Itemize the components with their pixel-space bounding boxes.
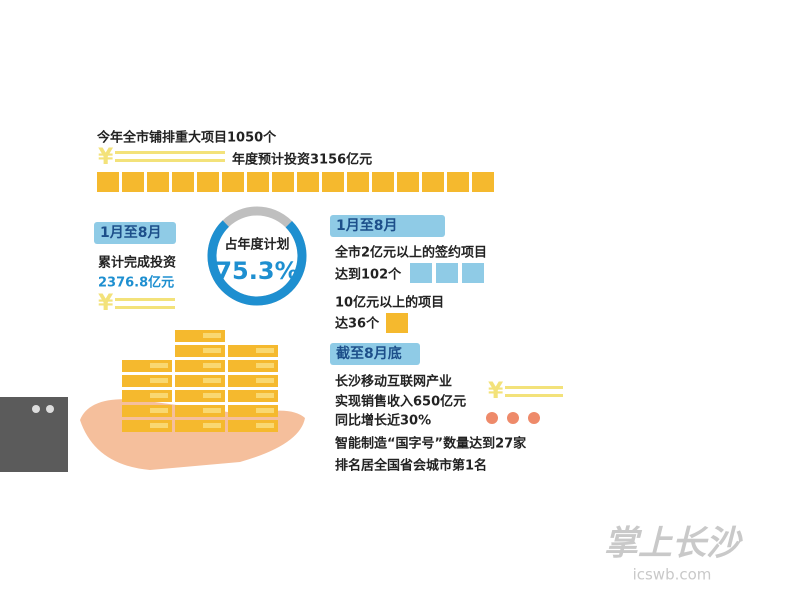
coin-shine [256, 393, 274, 398]
gauge-value: 75.3% [215, 257, 298, 285]
square [147, 172, 169, 192]
coin-shine [203, 378, 221, 383]
period-box [330, 343, 420, 365]
period-label: 1月至8月 [100, 225, 161, 241]
square [447, 172, 469, 192]
svg-text:¥: ¥ [98, 291, 114, 316]
header-line: 今年全市铺排重大项目1050个 [96, 130, 277, 146]
text-line: 全市2亿元以上的签约项目 [334, 245, 487, 261]
square-row [97, 172, 494, 192]
text-line: 10亿元以上的项目 [335, 295, 444, 311]
orange-square [386, 313, 408, 333]
watermark-brand: 掌上长沙 [604, 524, 743, 564]
yen-decoration: ¥ [98, 145, 225, 170]
coins-illustration [0, 330, 305, 472]
square [222, 172, 244, 192]
square [97, 172, 119, 192]
text-line: 同比增长近30% [335, 413, 431, 429]
square [372, 172, 394, 192]
square [247, 172, 269, 192]
square [197, 172, 219, 192]
square [472, 172, 494, 192]
coin-shine [256, 423, 274, 428]
period-box [330, 215, 445, 237]
text-line: 智能制造“国字号”数量达到27家 [335, 436, 527, 452]
text-line: 排名居全国省会城市第1名 [335, 458, 487, 474]
square [272, 172, 294, 192]
text-line: 达36个 [335, 316, 380, 332]
coin-shine [150, 378, 168, 383]
blue-squares [410, 263, 484, 283]
coin-shine [203, 333, 221, 338]
yen-decoration: ¥ [488, 379, 563, 404]
text-line: 长沙移动互联网产业 [335, 374, 452, 390]
coin-shine [203, 393, 221, 398]
coin-shine [256, 378, 274, 383]
square [297, 172, 319, 192]
watermark-site: icswb.com [633, 566, 712, 584]
square [322, 172, 344, 192]
gauge-arc [207, 220, 307, 306]
period-box [94, 222, 176, 244]
square [172, 172, 194, 192]
coin-shine [203, 348, 221, 353]
svg-text:¥: ¥ [98, 145, 114, 170]
square [122, 172, 144, 192]
period-label: 1月至8月 [336, 218, 397, 234]
coin-shine [150, 393, 168, 398]
period-label: 截至8月底 [336, 345, 402, 362]
coin-shine [256, 363, 274, 368]
square [397, 172, 419, 192]
text-line: 达到102个 [335, 267, 402, 283]
coin-shine [203, 408, 221, 413]
square [347, 172, 369, 192]
gauge-label: 占年度计划 [224, 237, 289, 253]
text-line: 2376.8亿元 [98, 275, 174, 291]
svg-text:¥: ¥ [488, 379, 504, 404]
square [422, 172, 444, 192]
coin-shine [203, 363, 221, 368]
text-line: 实现销售收入650亿元 [335, 394, 466, 410]
coin-shine [150, 363, 168, 368]
coin-shine [256, 348, 274, 353]
coin-shine [256, 408, 274, 413]
coin-shine [150, 408, 168, 413]
dots [486, 412, 540, 424]
coin-shine [203, 423, 221, 428]
text-line: 累计完成投资 [98, 255, 176, 271]
yen-decoration: ¥ [98, 291, 175, 316]
coin-shine [150, 423, 168, 428]
header-line: 年度预计投资3156亿元 [232, 152, 372, 168]
